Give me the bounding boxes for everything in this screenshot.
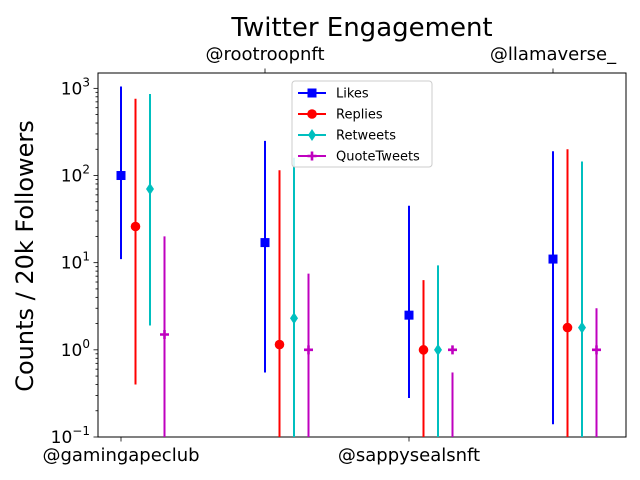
data-point xyxy=(130,221,141,232)
legend-item: QuoteTweets xyxy=(298,150,420,165)
x-tick-label: @gamingapeclub xyxy=(42,445,199,466)
data-point xyxy=(404,310,414,320)
data-point xyxy=(562,322,573,333)
data-point xyxy=(116,171,126,181)
data-point xyxy=(592,345,601,355)
data-point xyxy=(290,312,298,325)
series-quotetweets xyxy=(160,236,601,437)
data-point xyxy=(418,345,429,355)
legend-label: Replies xyxy=(336,108,383,123)
legend-marker xyxy=(308,129,316,141)
legend-item: Likes xyxy=(298,87,369,102)
data-point xyxy=(448,345,457,355)
data-point xyxy=(146,183,154,196)
chart-title: Twitter Engagement xyxy=(230,13,492,43)
data-point xyxy=(434,343,442,356)
data-point xyxy=(578,321,586,334)
y-axis-label: Counts / 20k Followers xyxy=(11,120,39,392)
data-point xyxy=(304,345,313,355)
legend-label: QuoteTweets xyxy=(336,150,420,165)
data-point xyxy=(548,254,558,264)
series-likes xyxy=(116,86,558,425)
data-point xyxy=(274,339,285,350)
x-axis: @gamingapeclub @rootroopnft @sappysealsnft… xyxy=(42,44,617,466)
y-tick-label: 101 xyxy=(61,250,90,274)
top-x-tick-label: @rootroopnft xyxy=(205,44,324,65)
legend-label: Likes xyxy=(336,87,369,102)
legend: Likes Replies Retweets QuoteTweets xyxy=(291,80,433,168)
top-x-tick-label: @llamaverse_ xyxy=(490,44,617,65)
x-tick-label: @sappysealsnft xyxy=(338,445,480,466)
series-replies xyxy=(130,98,573,437)
plot-frame xyxy=(97,72,627,438)
data-point xyxy=(260,238,270,248)
y-tick-label: 102 xyxy=(61,163,90,187)
y-tick-label: 103 xyxy=(61,75,90,99)
legend-label: Retweets xyxy=(336,129,396,144)
legend-marker xyxy=(307,109,317,119)
legend-item: Replies xyxy=(298,108,383,123)
legend-box xyxy=(291,80,433,168)
series-retweets xyxy=(146,94,586,437)
legend-marker xyxy=(307,151,317,161)
series-group xyxy=(116,86,601,437)
legend-item: Retweets xyxy=(298,129,396,144)
y-tick-label: 100 xyxy=(61,337,90,361)
legend-marker xyxy=(307,88,317,98)
data-point xyxy=(160,329,169,339)
